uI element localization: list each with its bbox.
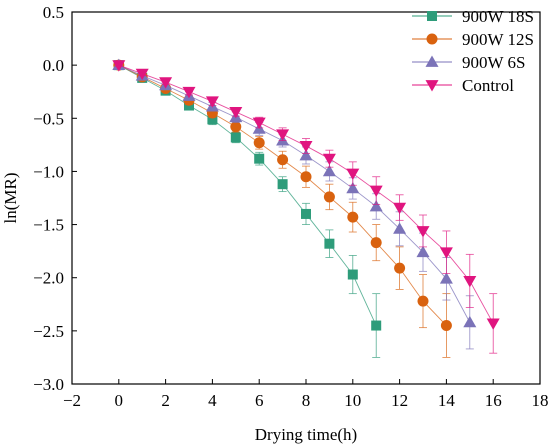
series-control (112, 60, 500, 354)
legend-label: 900W 18S (462, 7, 534, 26)
data-point (440, 320, 452, 332)
x-tick-label: 16 (485, 391, 502, 410)
y-tick-label: −0.5 (33, 109, 64, 128)
x-tick-label: 10 (344, 391, 361, 410)
data-point (230, 121, 242, 133)
legend-marker (425, 55, 439, 67)
data-point (229, 107, 243, 119)
data-point (277, 179, 288, 190)
x-axis: −2 0 2 4 6 8 10 12 14 16 18 (63, 379, 549, 410)
x-tick-label: 2 (161, 391, 170, 410)
data-point (230, 132, 241, 143)
x-tick-label: 6 (255, 391, 264, 410)
legend-item: 900W 18S (412, 7, 534, 26)
data-point (417, 295, 429, 307)
series-layer (112, 58, 500, 358)
data-point (463, 315, 477, 328)
data-point (393, 222, 407, 234)
data-point (182, 86, 196, 99)
y-tick-label: −1.5 (33, 216, 64, 235)
data-point (486, 318, 500, 330)
data-point (299, 141, 313, 153)
data-point (416, 245, 430, 258)
series-900w-18s (113, 60, 382, 358)
x-tick-label: 0 (115, 391, 124, 410)
y-tick-label: −2.0 (33, 269, 64, 288)
data-point (371, 320, 382, 331)
legend-marker (426, 33, 438, 45)
legend-marker (425, 80, 439, 92)
data-point (207, 114, 218, 125)
legend-item: Control (412, 76, 514, 95)
data-point (277, 154, 289, 166)
data-point (463, 276, 477, 288)
series-line (118, 64, 447, 326)
data-point (394, 262, 406, 274)
x-tick-label: 14 (438, 391, 456, 410)
legend: 900W 18S 900W 12S 900W 6S Control (412, 7, 534, 95)
series-line (118, 64, 471, 323)
data-point (252, 117, 266, 130)
y-tick-label: 0.0 (43, 56, 64, 75)
data-point (253, 137, 265, 149)
data-point (347, 269, 358, 280)
data-point (439, 247, 453, 259)
y-tick-label: −2.5 (33, 322, 64, 341)
data-point (369, 200, 383, 212)
data-point (369, 185, 383, 198)
data-point (323, 191, 335, 203)
y-axis: 0.5 0.0 −0.5 −1.0 −1.5 −2.0 −2.5 −3.0 (33, 3, 77, 394)
legend-item: 900W 6S (412, 53, 525, 72)
data-point (112, 60, 126, 72)
data-point (324, 238, 335, 249)
data-point (416, 226, 430, 238)
series-line (118, 64, 377, 326)
data-point (299, 148, 313, 161)
x-axis-title: Drying time(h) (255, 425, 357, 444)
data-point (346, 181, 360, 194)
legend-label: Control (462, 76, 514, 95)
data-point (254, 153, 265, 164)
series-line (118, 64, 494, 324)
data-point (159, 77, 173, 89)
data-point (347, 211, 359, 223)
x-tick-label: −2 (63, 391, 81, 410)
y-tick-label: 0.5 (43, 3, 64, 22)
y-tick-label: −3.0 (33, 375, 64, 394)
data-point (393, 202, 407, 215)
data-point (205, 96, 219, 108)
x-tick-label: 18 (532, 391, 549, 410)
data-point (135, 68, 149, 81)
legend-label: 900W 12S (462, 30, 534, 49)
data-point (370, 237, 382, 249)
legend-item: 900W 12S (412, 30, 534, 49)
data-point (322, 153, 336, 166)
y-tick-label: −1.0 (33, 162, 64, 181)
x-tick-label: 12 (391, 391, 408, 410)
x-tick-label: 4 (208, 391, 217, 410)
data-point (276, 129, 290, 141)
x-tick-label: 8 (302, 391, 311, 410)
data-point (300, 171, 312, 183)
data-point (346, 168, 360, 181)
data-point (439, 272, 453, 284)
data-point (301, 208, 311, 219)
legend-marker (427, 11, 437, 21)
data-point (322, 164, 336, 177)
legend-label: 900W 6S (462, 53, 525, 72)
y-axis-title: ln(MR) (1, 173, 20, 224)
